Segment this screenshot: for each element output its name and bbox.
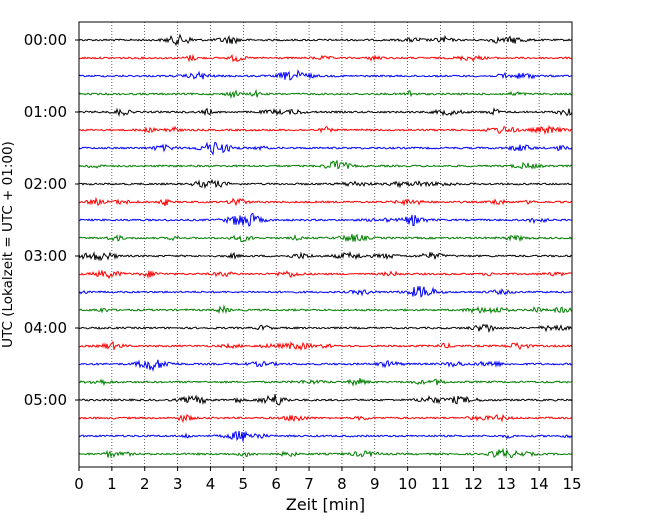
seismogram-traces [78,33,573,459]
x-tick-label: 0 [74,475,84,493]
y-tick-label: 01:00 [24,103,67,121]
seismogram-trace [78,447,573,459]
x-tick-label: 11 [431,475,450,493]
y-axis-label: UTC (Lokalzeit = UTC + 01:00) [0,141,16,348]
seismogram-trace [78,33,573,47]
seismogram-trace [78,124,573,136]
x-tick-label: 12 [464,475,483,493]
seismogram-trace [78,107,573,118]
x-tick-label: 15 [562,475,581,493]
vertical-grid [111,22,540,467]
seismogram-trace [78,213,573,227]
seismogram-trace [78,269,573,280]
seismogram-trace [78,286,573,298]
seismogram-trace [78,88,573,99]
seismogram-trace [78,377,573,387]
x-tick-label: 3 [173,475,183,493]
seismogram-trace [78,141,573,156]
plot-frame [78,21,573,468]
seismogram-trace [78,430,573,442]
x-tick-label: 1 [107,475,117,493]
seismogram-trace [78,340,573,352]
seismogram-trace [78,196,573,207]
x-tick-label: 6 [271,475,281,493]
y-tick-label: 05:00 [24,391,67,409]
x-axis-ticks: 0 1 2 3 4 5 6 7 8 9 10 11 12 13 14 15 [74,467,582,493]
x-tick-label: 13 [497,475,516,493]
seismogram-trace [78,359,573,372]
x-axis-label: Zeit [min] [286,495,365,514]
seismogram-trace [78,159,573,170]
seismogram-trace [78,69,573,81]
y-tick-label: 03:00 [24,247,67,265]
y-tick-label: 04:00 [24,319,67,337]
x-tick-label: 10 [398,475,417,493]
x-tick-label: 8 [337,475,347,493]
seismogram-trace [78,53,573,63]
x-tick-label: 7 [304,475,314,493]
y-tick-label: 02:00 [24,175,67,193]
seismogram-trace [78,233,573,243]
x-tick-label: 5 [239,475,249,493]
seismogram-trace [78,323,573,334]
x-tick-label: 2 [140,475,150,493]
seismogram-trace [78,250,573,262]
x-tick-label: 9 [370,475,380,493]
seismogram-trace [78,394,573,406]
seismogram-trace [78,304,573,315]
x-tick-label: 14 [530,475,549,493]
seismogram-trace [78,413,573,424]
y-tick-label: 00:00 [24,31,67,49]
y-axis-ticks: 00:00 01:00 02:00 03:00 04:00 05:00 [24,31,79,409]
x-tick-label: 4 [206,475,216,493]
seismogram-trace [78,178,573,190]
